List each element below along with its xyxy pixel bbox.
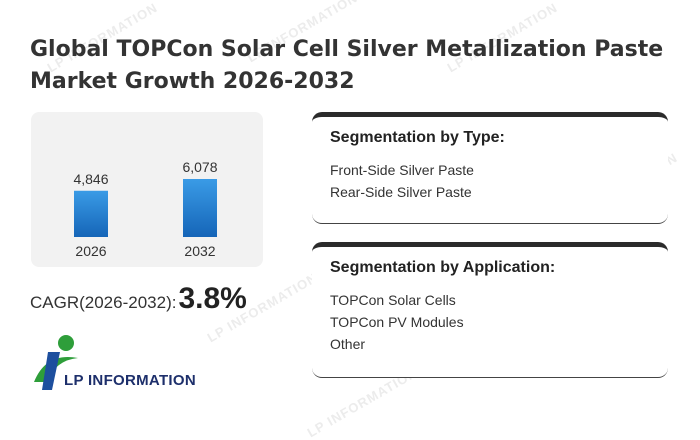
segmentation-application-item: TOPCon PV Modules	[330, 314, 464, 330]
segmentation-type-item: Rear-Side Silver Paste	[330, 184, 472, 200]
page-title: Global TOPCon Solar Cell Silver Metalliz…	[30, 37, 664, 94]
segmentation-by-type-card: Segmentation by Type: Front-Side Silver …	[312, 112, 668, 224]
segmentation-type-title: Segmentation by Type:	[330, 129, 505, 146]
cagr-readout: CAGR(2026-2032): 3.8%	[30, 282, 247, 316]
segmentation-application-list: TOPCon Solar Cells TOPCon PV Modules Oth…	[330, 289, 464, 355]
lp-information-logo-icon	[34, 335, 78, 390]
segmentation-application-item: Other	[330, 336, 366, 352]
bar-chart-panel: 4,846 2026 6,078 2032	[31, 112, 263, 267]
segmentation-type-item: Front-Side Silver Paste	[330, 162, 474, 178]
category-label: 2026	[75, 243, 106, 259]
segmentation-type-list: Front-Side Silver Paste Rear-Side Silver…	[330, 159, 474, 203]
segmentation-application-item: TOPCon Solar Cells	[330, 292, 456, 308]
category-label: 2032	[184, 243, 215, 259]
segmentation-by-application-card: Segmentation by Application: TOPCon Sola…	[312, 242, 668, 378]
logo-text: LP INFORMATION	[64, 372, 196, 389]
bar-2032	[183, 179, 217, 237]
cagr-value: 3.8%	[178, 282, 247, 315]
bar-2026	[74, 190, 108, 237]
bar-value-label: 6,078	[182, 159, 217, 175]
lp-information-logo: LP INFORMATION	[26, 330, 206, 396]
segmentation-application-title: Segmentation by Application:	[330, 259, 556, 276]
cagr-label: CAGR(2026-2032):	[30, 293, 177, 312]
bar-chart: 4,846 2026 6,078 2032	[73, 159, 217, 259]
bar-value-label: 4,846	[73, 171, 108, 187]
